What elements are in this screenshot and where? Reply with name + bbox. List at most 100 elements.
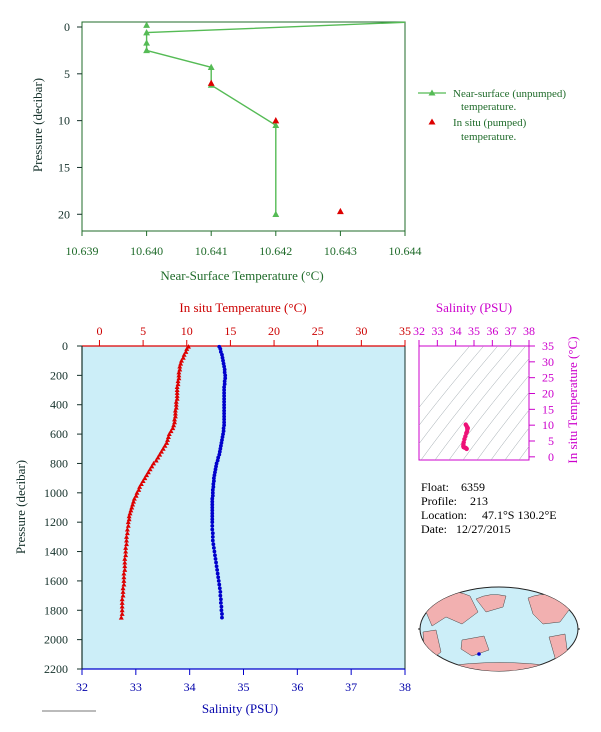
main-salinity-tick-label: 34 [184, 680, 196, 694]
near-surface-marker [272, 121, 280, 129]
temperature-profile-marker [172, 410, 178, 416]
main-pressure-tick-label: 1400 [44, 545, 68, 559]
salinity-profile-marker [222, 423, 227, 428]
ts-density-contours [419, 346, 529, 460]
temperature-profile-marker [164, 440, 170, 445]
temperature-profile-marker [176, 375, 182, 381]
ts-x-tick-label: 38 [523, 324, 535, 338]
temperature-profile-marker [174, 393, 180, 398]
ts-x-tick-label: 34 [450, 324, 462, 338]
salinity-profile-marker [211, 545, 216, 550]
temperature-profile-marker [165, 434, 171, 439]
top-y-tick-label: 20 [58, 207, 70, 221]
temperature-profile-marker [181, 352, 187, 357]
main-salinity-tick-label: 38 [399, 680, 411, 694]
location-label: Location: [421, 508, 467, 522]
temperature-profile-marker [173, 405, 179, 410]
temperature-profile-marker [160, 446, 166, 451]
salinity-profile-marker [210, 514, 215, 519]
main-pressure-tick-label: 600 [50, 427, 68, 441]
density-contour [490, 409, 529, 460]
legend-label-in-situ-1: In situ (pumped) [453, 117, 527, 129]
legend-marker-near-surface [428, 89, 436, 96]
temperature-profile-marker [120, 585, 126, 591]
in-situ-marker [207, 79, 215, 86]
salinity-profile-marker [214, 564, 219, 569]
top-chart: 10.639 10.640 10.641 10.642 10.643 10.644 0 5 1… [30, 20, 566, 283]
ts-y-tick-label: 0 [548, 450, 554, 464]
salinity-profile-marker [222, 394, 227, 398]
main-temperature-tick-label: 5 [140, 324, 146, 338]
salinity-profile-marker [222, 379, 227, 384]
temperature-profile-marker [145, 469, 151, 475]
temperature-profile-marker [122, 556, 128, 561]
main-pressure-tick-label: 400 [50, 398, 68, 412]
temperature-profile-marker [124, 537, 129, 543]
salinity-profile-marker [210, 493, 215, 498]
ts-y-tick-label: 10 [542, 418, 554, 432]
main-pressure-tick-label: 2200 [44, 662, 68, 676]
temperature-profile-marker [122, 559, 128, 565]
top-y-tick-label: 10 [58, 114, 70, 128]
main-pressure-tick-label: 2000 [44, 633, 68, 647]
temperature-profile-marker [123, 552, 129, 558]
temperature-profile-marker [173, 402, 179, 407]
near-surface-marker [272, 210, 280, 217]
salinity-profile-marker [223, 373, 228, 378]
main-bottom-axis-label: Salinity (PSU) [202, 701, 278, 716]
temperature-profile-marker [153, 457, 159, 463]
salinity-profile-marker [210, 502, 215, 507]
top-y-tick-label: 0 [64, 20, 70, 34]
ts-x-tick-label: 32 [413, 324, 425, 338]
density-contour [419, 346, 485, 426]
salinity-profile-marker [210, 505, 215, 510]
ts-x-tick-label: 36 [486, 324, 498, 338]
ts-y-tick-label: 15 [542, 402, 554, 416]
temperature-profile-marker [157, 452, 163, 457]
temperature-profile-marker [130, 501, 136, 507]
temperature-profile-marker [168, 428, 174, 434]
salinity-profile-marker [212, 473, 217, 478]
main-pressure-tick-label: 0 [62, 339, 68, 353]
salinity-profile-marker [222, 396, 227, 401]
density-contour [420, 346, 513, 460]
salinity-profile-marker [210, 511, 215, 516]
ts-y-tick-label: 20 [542, 387, 554, 401]
main-pressure-tick-label: 800 [50, 456, 68, 470]
density-contour [476, 392, 529, 460]
top-x-tick-label: 10.644 [389, 244, 422, 258]
salinity-profile-marker [219, 608, 224, 613]
salinity-profile-marker [217, 449, 222, 454]
salinity-profile-marker [222, 408, 227, 413]
near-surface-marker [207, 63, 215, 70]
location-map [418, 586, 580, 672]
in-situ-marker [336, 207, 344, 215]
top-y-tick-label: 5 [64, 67, 70, 81]
main-temperature-tick-label: 35 [399, 324, 411, 338]
temperature-profile-marker [126, 513, 132, 519]
temperature-profile-marker [122, 563, 128, 569]
salinity-profile-marker [218, 443, 223, 448]
main-temperature-tick-label: 10 [181, 324, 193, 338]
salinity-profile-marker [220, 615, 224, 620]
density-contour [518, 446, 529, 460]
temperature-profile-marker [144, 472, 150, 478]
salinity-profile-marker [222, 391, 227, 395]
salinity-profile-marker [213, 467, 218, 472]
salinity-profile-marker [210, 527, 215, 532]
temperature-profile-marker [128, 507, 134, 513]
top-plot-area [81, 21, 406, 232]
salinity-profile-marker [210, 496, 215, 501]
temperature-profile-marker [176, 369, 182, 375]
main-chart: 0 5 10 15 20 25 30 35 32 33 34 35 36 37 38 0 200 400 600… [13, 300, 411, 716]
salinity-profile-marker [211, 482, 216, 486]
salinity-profile-marker [222, 370, 227, 375]
salinity-profile-marker [222, 420, 227, 425]
temperature-profile-marker [172, 413, 178, 419]
salinity-profile-marker [213, 553, 217, 558]
top-y-axis-label: Pressure (decibar) [30, 78, 45, 172]
temperature-profile-marker [165, 437, 171, 442]
location-value: 47.1°S 130.2°E [482, 508, 557, 522]
temperature-profile-marker [162, 443, 168, 448]
